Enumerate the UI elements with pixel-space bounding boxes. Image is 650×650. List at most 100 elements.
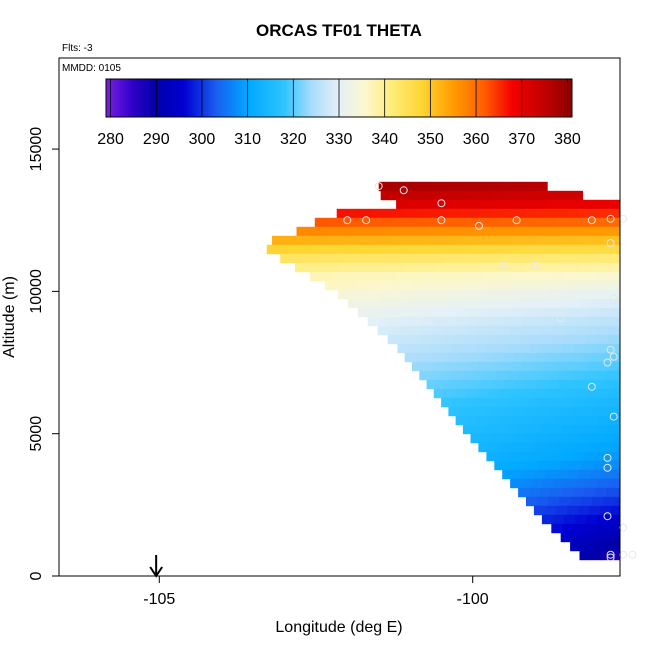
- field-cell: [358, 217, 371, 228]
- field-cell: [505, 226, 517, 237]
- field-cell: [470, 352, 483, 363]
- observation-point: [609, 412, 618, 421]
- field-cell: [614, 496, 621, 507]
- observation-point: [609, 294, 618, 303]
- field-cell: [369, 217, 382, 228]
- field-cell: [570, 262, 582, 273]
- field-cell: [340, 226, 352, 237]
- field-cell: [388, 325, 401, 336]
- field-cell: [466, 388, 479, 399]
- field-cell: [602, 433, 614, 444]
- field-cell: [523, 190, 536, 201]
- observation-point: [628, 550, 637, 559]
- field-cell: [499, 388, 512, 399]
- field-cell: [609, 415, 621, 426]
- field-cell: [489, 361, 501, 372]
- field-cell: [477, 181, 490, 192]
- field-cell: [405, 262, 417, 273]
- colorbar-tick-label: 330: [326, 131, 353, 148]
- field-cell: [400, 316, 413, 327]
- field-cell: [548, 496, 560, 507]
- field-cell: [413, 208, 426, 219]
- field-cell: [529, 343, 541, 354]
- field-cell: [431, 334, 443, 345]
- field-cell: [413, 298, 426, 309]
- field-cell: [444, 388, 457, 399]
- y-tick-label: 0: [28, 571, 45, 580]
- field-cell: [489, 442, 501, 453]
- field-cell: [368, 253, 380, 264]
- field-cell: [609, 478, 621, 489]
- field-cell: [521, 316, 534, 327]
- field-cell: [533, 307, 546, 318]
- field-cell: [588, 361, 600, 372]
- field-cell: [527, 226, 539, 237]
- field-cell: [540, 370, 552, 381]
- field-cell: [525, 235, 537, 246]
- field-cell: [465, 325, 478, 336]
- field-cell: [324, 280, 337, 291]
- field-cell: [380, 217, 393, 228]
- colorbar-tick-label: 350: [417, 131, 444, 148]
- field-cell: [602, 289, 614, 300]
- field-cell: [567, 217, 580, 228]
- colorbar-tick-label: 290: [143, 131, 170, 148]
- field-cell: [532, 316, 545, 327]
- field-cell: [569, 289, 581, 300]
- flights-note: Flts: -3: [62, 43, 93, 54]
- field-cell: [585, 451, 597, 462]
- field-cell: [331, 271, 344, 282]
- field-cell: [587, 478, 599, 489]
- field-cell: [545, 298, 558, 309]
- field-cell: [617, 397, 621, 408]
- field-cell: [478, 442, 490, 453]
- field-cell: [386, 271, 399, 282]
- field-cell: [395, 226, 407, 237]
- field-cell: [567, 208, 580, 219]
- field-cell: [503, 433, 515, 444]
- field-cell: [416, 262, 428, 273]
- field-cell: [592, 262, 604, 273]
- field-cell: [422, 181, 435, 192]
- field-cell: [609, 316, 621, 327]
- field-cell: [599, 442, 611, 453]
- field-cell: [528, 199, 540, 210]
- field-cell: [517, 424, 530, 435]
- observation-point: [500, 261, 508, 270]
- field-cell: [336, 208, 349, 219]
- field-cell: [479, 190, 492, 201]
- field-cell: [401, 307, 414, 318]
- field-cell: [448, 379, 460, 390]
- field-cell: [336, 217, 349, 228]
- field-cell: [435, 298, 448, 309]
- field-cell: [473, 424, 486, 435]
- field-cell: [550, 199, 562, 210]
- field-cell: [380, 190, 393, 201]
- field-cell: [457, 190, 470, 201]
- field-cell: [558, 352, 571, 363]
- field-cell: [552, 514, 565, 525]
- field-cell: [529, 370, 541, 381]
- field-cell: [419, 343, 431, 354]
- field-cell: [518, 397, 530, 408]
- field-cell: [457, 208, 470, 219]
- field-cell: [525, 406, 537, 417]
- field-cell: [296, 226, 308, 237]
- observation-point: [606, 345, 615, 354]
- field-cell: [427, 262, 439, 273]
- field-cell: [468, 190, 481, 201]
- field-cell: [607, 334, 619, 345]
- field-cell: [613, 289, 621, 300]
- field-cell: [533, 280, 546, 291]
- field-cell: [522, 442, 534, 453]
- field-cell: [320, 271, 333, 282]
- field-cell: [455, 181, 468, 192]
- field-cell: [472, 226, 484, 237]
- field-cell: [532, 388, 545, 399]
- field-cell: [453, 244, 466, 255]
- field-cell: [466, 316, 479, 327]
- field-cell: [272, 235, 284, 246]
- field-cell: [604, 532, 617, 543]
- field-cell: [450, 226, 462, 237]
- field-cell: [547, 289, 559, 300]
